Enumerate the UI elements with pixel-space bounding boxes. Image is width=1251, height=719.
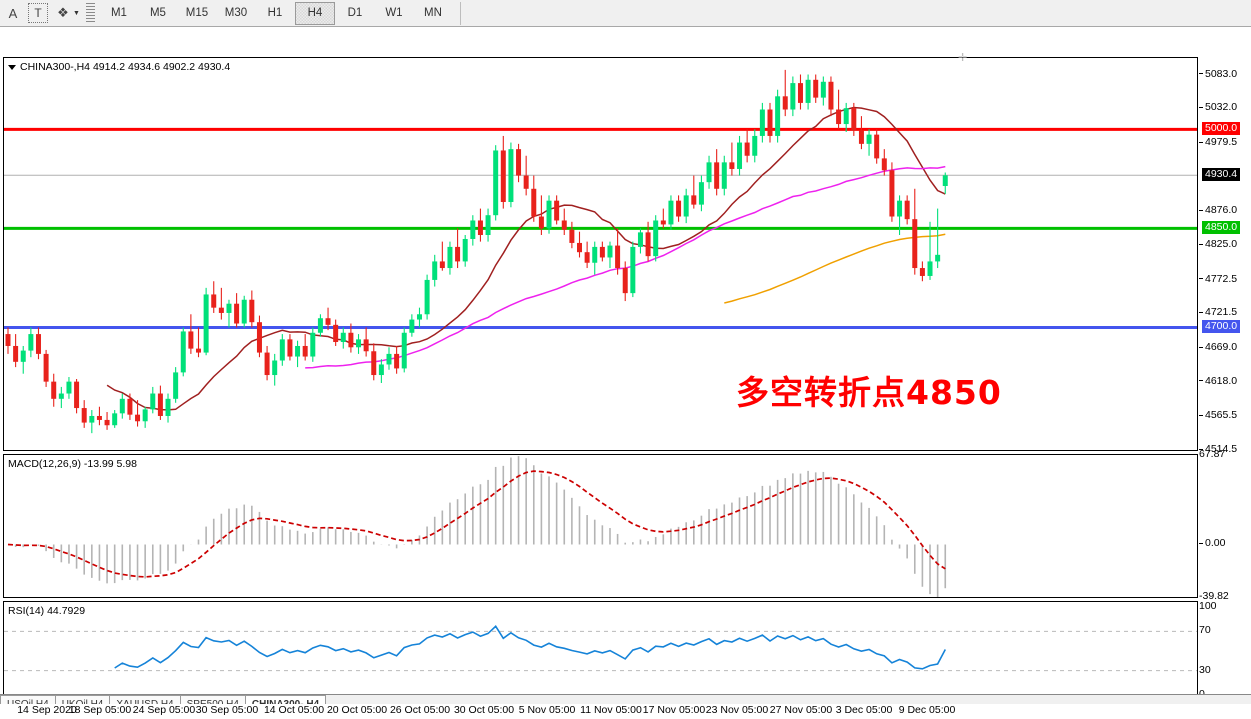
macd-tick-label: 0.00 [1199, 538, 1225, 549]
crosshair-marker-icon: ✛ [958, 52, 968, 64]
price-tick-label: 5032.0 [1199, 102, 1237, 113]
window-tab-spe500[interactable]: SPE500,H4 [179, 695, 246, 704]
objects-dropdown-icon[interactable]: ▼ [73, 9, 80, 17]
macd-tick-label: 67.87 [1199, 448, 1226, 460]
rsi-pane-header: RSI(14) 44.7929 [8, 605, 86, 617]
chart-annotation: 多空转折点4850 [736, 373, 1002, 412]
chart-area: CHINA300-,H4 4914.2 4934.6 4902.2 4930.4… [0, 27, 1251, 716]
time-tick-label: 20 Oct 05:00 [326, 704, 388, 716]
time-tick-label: 30 Oct 05:00 [453, 704, 515, 716]
timeframe-h4[interactable]: H4 [294, 1, 335, 25]
price-level-tag-last-price[interactable]: 4930.4 [1202, 168, 1241, 182]
macd-pane-header: MACD(12,26,9) -13.99 5.98 [8, 458, 137, 470]
window-tab-xauusd[interactable]: XAUUSD,H4 [109, 695, 181, 704]
toolbar-grip[interactable] [85, 2, 95, 24]
time-tick-label: 23 Nov 05:00 [705, 704, 769, 716]
timeframe-d1[interactable]: D1 [347, 7, 363, 19]
timeframe-m1[interactable]: M1 [110, 7, 127, 19]
timeframe-m5[interactable]: M5 [149, 7, 166, 19]
price-tick-label: 4618.0 [1199, 375, 1237, 387]
price-level-tag-support[interactable]: 4850.0 [1202, 221, 1241, 235]
objects-tool-icon[interactable]: ❖ [57, 5, 69, 20]
time-axis[interactable]: 14 Sep 2020 18 Sep 05:00 24 Sep 05:00 30 Se… [3, 703, 1198, 719]
time-tick-label: 5 Nov 05:00 [518, 704, 576, 716]
macd-pane[interactable] [3, 454, 1198, 598]
time-tick-label: 17 Nov 05:00 [642, 704, 706, 716]
time-tick-label: 30 Sep 05:00 [195, 704, 259, 716]
toolbar-divider [459, 1, 461, 25]
main-toolbar: A T ❖ ▼ M1 M5 M15 M30 H1 H4 D1 W1 MN [0, 0, 1251, 27]
price-tick-label: 4514.5 [1199, 444, 1237, 455]
time-tick-label: 27 Nov 05:00 [769, 704, 833, 716]
price-tick-label: 4876.0 [1199, 205, 1237, 216]
price-chart-pane[interactable] [3, 57, 1198, 451]
price-level-tag-pivot[interactable]: 4700.0 [1202, 320, 1241, 334]
rsi-axis[interactable]: 10070300 [1199, 601, 1251, 701]
timeframe-m30[interactable]: M30 [224, 7, 248, 19]
price-tick-label: 4825.0 [1199, 238, 1237, 250]
price-axis[interactable]: 5083.0 5032.0 4979.5 4876.0 4825.0 4772.5 4721… [1199, 57, 1251, 455]
price-pane-header: CHINA300-,H4 4914.2 4934.6 4902.2 4930.4 [8, 61, 230, 73]
price-tick-label: 4979.5 [1199, 136, 1237, 148]
window-tab-ukoil[interactable]: UKOil,H4 [54, 695, 111, 704]
time-tick-label: 18 Sep 05:00 [68, 704, 132, 716]
rsi-plot [4, 625, 1197, 672]
rsi-tick-label: 30 [1199, 663, 1211, 676]
time-tick-label: 11 Nov 05:00 [580, 704, 642, 716]
macd-plot [7, 456, 947, 597]
rsi-pane[interactable] [3, 601, 1198, 701]
time-tick-label: 3 Dec 05:00 [835, 704, 893, 716]
collapse-triangle-icon[interactable] [8, 64, 16, 70]
price-tick-label: 4669.0 [1199, 341, 1237, 353]
text-tool-icon[interactable]: A [8, 5, 18, 21]
timeframe-m15[interactable]: M15 [185, 7, 209, 19]
time-tick-label: 14 Oct 05:00 [263, 704, 325, 716]
price-tick-label: 4721.5 [1199, 307, 1237, 318]
price-tick-label: 4772.5 [1199, 273, 1237, 285]
price-level-tag-resistance[interactable]: 5000.0 [1202, 122, 1241, 136]
time-tick-label: 9 Dec 05:00 [898, 704, 956, 716]
price-plot [4, 69, 1197, 434]
price-tick-label: 5083.0 [1199, 68, 1237, 80]
time-tick-label: 24 Sep 05:00 [132, 704, 196, 716]
timeframe-h1[interactable]: H1 [267, 7, 283, 19]
window-tab-usoil[interactable]: USOil,H4 [0, 695, 56, 704]
macd-tick-label: -39.82 [1199, 590, 1229, 602]
timeframe-mn[interactable]: MN [423, 7, 442, 19]
macd-axis[interactable]: 67.87 0.00 -39.82 [1199, 449, 1251, 602]
window-tab-bar[interactable]: USOil,H4 UKOil,H4 XAUUSD,H4 SPE500,H4 CH… [0, 694, 1251, 704]
rsi-tick-label: 100 [1199, 600, 1217, 612]
window-tab-china300[interactable]: CHINA300-,H4 [244, 695, 327, 704]
price-tick-label: 4565.5 [1199, 410, 1237, 421]
time-tick-label: 26 Oct 05:00 [389, 704, 451, 716]
label-tool-icon[interactable]: T [28, 3, 48, 23]
rsi-tick-label: 70 [1199, 624, 1211, 637]
timeframe-w1[interactable]: W1 [385, 7, 403, 19]
